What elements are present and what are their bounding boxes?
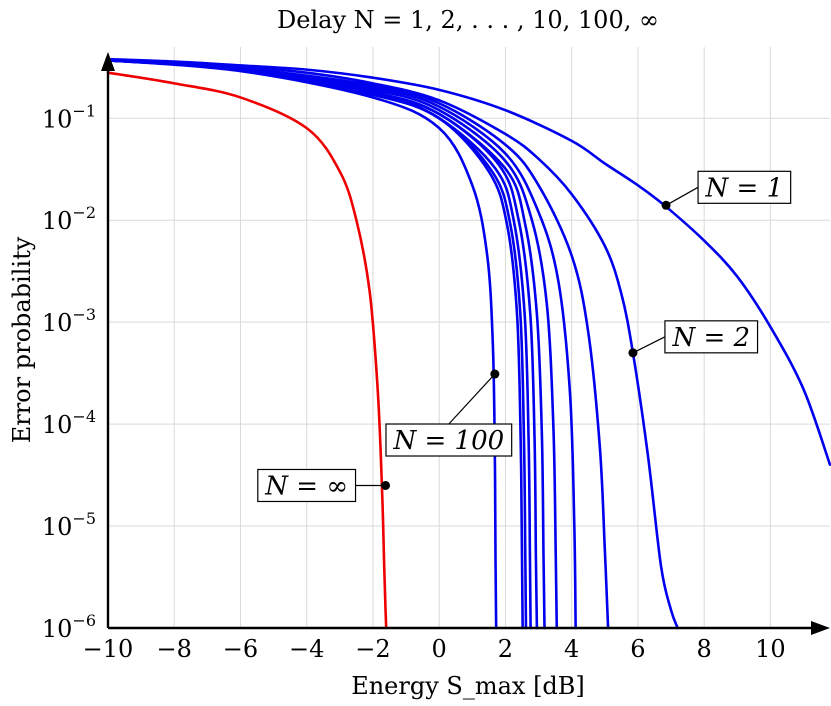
curve-n-9 [106,59,528,630]
annotation-box [385,423,513,457]
annotation-label: N = 1 [705,173,784,203]
curve-n-10 [106,59,524,630]
curve-n-100 [106,59,498,630]
annotation: N = 1 [661,170,792,210]
x-tick-label: 4 [564,635,579,663]
annotation-marker [381,480,391,490]
annotation-marker [490,369,500,379]
x-tick-label: 10 [755,635,786,663]
annotation-leader [448,373,496,425]
annotation-box [697,170,792,204]
annotations: N = 1 N = 2 N = 100 N = ∞ [257,170,792,503]
x-tick-label: 8 [697,635,712,663]
chart-title: Delay N = 1, 2, . . . , 10, 100, ∞ [277,6,659,34]
y-tick-label: 10−6 [42,611,96,643]
y-axis-arrowhead [101,52,115,71]
annotation-box [257,468,357,503]
curve-n-8 [106,59,532,630]
x-tick-label: −10 [83,635,134,663]
annotation: N = ∞ [257,468,391,503]
x-tick-label: −8 [157,635,192,663]
x-tick-label: 6 [630,635,645,663]
y-tick-labels: 10−6 10−5 10−4 10−3 10−2 10−1 [42,101,96,643]
curve-n-1 [106,57,831,466]
annotation-marker [628,348,638,358]
curve-n-4 [106,59,577,630]
y-tick-label: 10−2 [42,203,96,235]
x-tick-label: −4 [289,635,324,663]
y-tick-label: 10−4 [42,407,96,439]
x-tick-label: 2 [498,635,513,663]
curves [106,57,831,630]
annotation-leader [632,336,666,354]
curve-n-6 [106,59,546,630]
curve-n-5 [106,59,559,630]
y-tick-label: 10−1 [42,101,96,133]
annotation-label: N = 2 [671,323,750,353]
y-axis-title: Error probability [8,236,36,443]
x-tick-labels: −10 −8 −6 −4 −2 0 2 4 6 8 10 [83,635,786,663]
x-tick-label: 0 [432,635,447,663]
annotation-leader [665,186,699,206]
curve-n-infinity [106,71,388,630]
axes [101,52,830,635]
curve-n-2 [106,59,679,630]
x-tick-label: −2 [355,635,390,663]
annotation: N = 2 [628,320,759,358]
x-tick-label: −6 [223,635,258,663]
x-axis-arrowhead [811,621,830,635]
y-tick-label: 10−3 [42,305,96,337]
x-axis-title: Energy S_max [dB] [351,672,585,700]
annotation-marker [661,200,671,210]
annotation: N = 100 [385,369,513,457]
y-tick-label: 10−5 [42,509,96,541]
annotation-label: N = 100 [392,426,504,456]
annotation-label: N = ∞ [264,471,348,501]
annotation-box [664,320,759,354]
